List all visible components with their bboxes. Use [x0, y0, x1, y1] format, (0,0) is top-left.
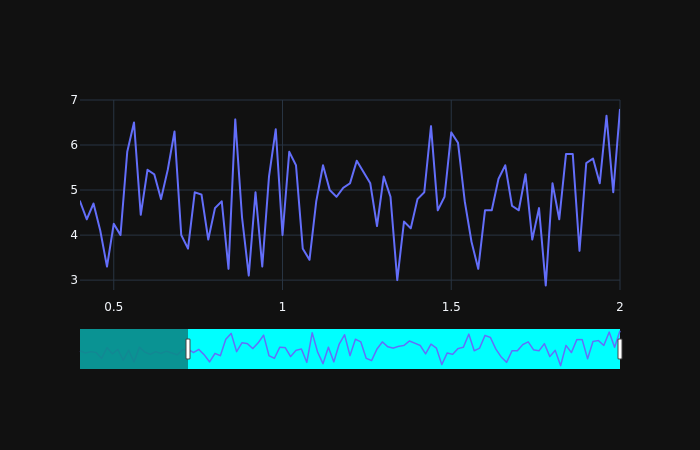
- range-slider-handle-left[interactable]: [185, 338, 191, 360]
- plot-area[interactable]: [0, 108, 620, 287]
- y-tick-label: 6: [70, 138, 78, 152]
- series-line: [80, 108, 620, 287]
- x-tick-label: 2: [616, 300, 624, 314]
- y-tick-label: 7: [70, 93, 78, 107]
- x-tick-label: 1: [279, 300, 287, 314]
- x-axis-tick-labels: 0.5 1 1.5 2: [104, 300, 624, 314]
- grid-lines: [80, 99, 621, 290]
- x-tick-label: 1.5: [442, 300, 461, 314]
- y-tick-label: 3: [70, 273, 78, 287]
- x-tick-label: 0.5: [104, 300, 123, 314]
- range-slider[interactable]: [79, 329, 623, 369]
- range-slider-handle-right[interactable]: [617, 338, 623, 360]
- range-slider-mask-left: [80, 329, 188, 369]
- y-tick-label: 4: [70, 228, 78, 242]
- y-axis-tick-labels: 3 4 5 6 7: [70, 93, 78, 287]
- y-tick-label: 5: [70, 183, 78, 197]
